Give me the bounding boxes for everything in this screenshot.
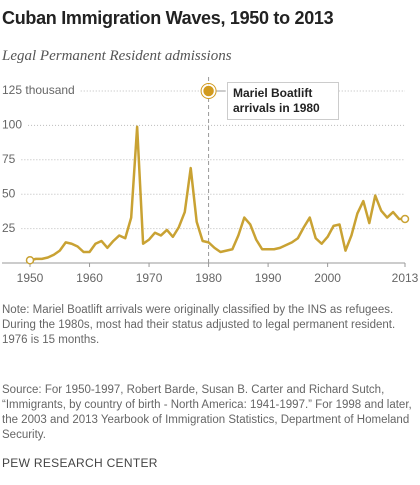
x-tick-label: 1950 [17, 271, 44, 285]
y-tick-label: 125 thousand [2, 83, 75, 97]
x-tick-label: 2000 [314, 271, 341, 285]
x-tick-label: 1990 [255, 271, 282, 285]
end-point [25, 255, 35, 265]
annotation: Mariel Boatlift arrivals in 1980 [227, 82, 339, 120]
x-tick-label: 1980 [195, 271, 222, 285]
x-tick-label: 1970 [136, 271, 163, 285]
chart-title: Cuban Immigration Waves, 1950 to 2013 [2, 8, 334, 28]
chart: 25 50 75 100 125 thousand 1950 1960 1970 1980 199… [2, 77, 419, 285]
y-tick-label: 75 [2, 152, 16, 166]
chart-subtitle: Legal Permanent Resident admissions [2, 48, 232, 64]
note: Note: Mariel Boatlift arrivals were orig… [2, 304, 396, 346]
y-tick-label: 100 [2, 118, 22, 132]
x-tick-label: 2013 [392, 271, 419, 285]
credit: PEW RESEARCH CENTER [2, 456, 158, 470]
x-tick-label: 1960 [76, 271, 103, 285]
end-point [400, 214, 410, 224]
source: Source: For 1950-1997, Robert Barde, Sus… [2, 384, 412, 441]
line-series [29, 125, 405, 262]
annotation-ring [200, 83, 217, 99]
y-tick-label: 50 [2, 186, 16, 200]
annotation-point [201, 84, 216, 98]
y-tick-label: 25 [2, 221, 16, 235]
